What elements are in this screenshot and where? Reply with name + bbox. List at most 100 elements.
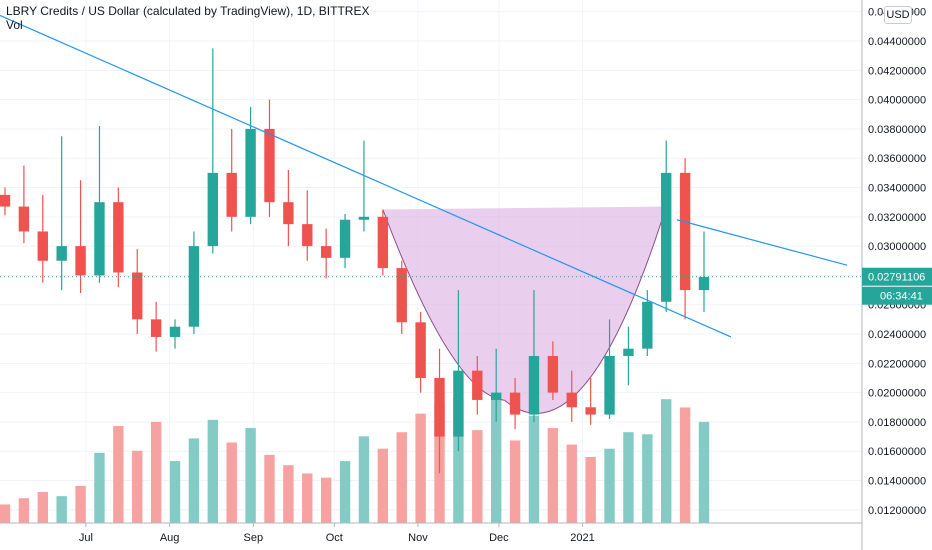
candle-body — [37, 231, 48, 261]
volume-bar — [94, 452, 105, 523]
y-tick-label: 0.04000000 — [868, 95, 926, 107]
chart-title: LBRY Credits / US Dollar (calculated by … — [6, 4, 370, 18]
x-tick-label: Dec — [489, 532, 509, 544]
trendline — [676, 219, 848, 266]
volume-bar — [642, 434, 653, 523]
candle-body — [434, 377, 445, 437]
candle-body — [698, 276, 710, 291]
volume-bar — [150, 421, 162, 523]
trendline — [0, 14, 732, 338]
volume-bar — [75, 485, 86, 523]
countdown-label: 06:34:41 — [880, 291, 923, 303]
volume-bar — [0, 504, 11, 523]
candle-body — [566, 392, 577, 408]
y-tick-label: 0.03600000 — [868, 153, 926, 165]
volume-bar — [585, 456, 596, 523]
candle-body — [679, 172, 691, 291]
candle-body — [339, 219, 351, 258]
cup-fill — [382, 206, 667, 414]
volume-bar — [37, 492, 48, 523]
candle-body — [604, 355, 615, 415]
volume-bar — [283, 465, 294, 523]
volume-bar — [472, 430, 483, 523]
volume-bar — [453, 397, 464, 523]
candle-body — [245, 128, 256, 217]
volume-bar — [320, 477, 332, 523]
candle-body — [396, 268, 407, 323]
candle-body — [264, 128, 275, 203]
candle-body — [302, 224, 313, 247]
volume-bar — [528, 415, 540, 523]
candle-body — [585, 407, 596, 415]
price-tags: 0.02791106 06:34:41 — [0, 267, 932, 305]
y-tick-label: 0.03000000 — [868, 241, 926, 253]
cup-pattern[interactable] — [382, 206, 667, 414]
y-tick-label: 0.03800000 — [868, 124, 926, 136]
candle-body — [661, 172, 672, 302]
volume-bar — [661, 399, 672, 523]
candle-body — [0, 194, 11, 207]
volume-bar — [226, 442, 237, 523]
volume-bar — [113, 426, 124, 523]
volume-bar — [207, 419, 219, 523]
volume-bars — [0, 393, 710, 523]
y-tick-label: 0.01400000 — [868, 476, 926, 488]
volume-bar — [509, 440, 521, 523]
x-tick-label: 2021 — [570, 532, 594, 544]
volume-bar — [396, 432, 407, 523]
volume-bar — [415, 413, 426, 523]
candle-body — [188, 246, 200, 327]
candle-body — [94, 202, 105, 276]
volume-bar — [302, 473, 313, 523]
volume-bar — [358, 436, 370, 523]
candle-body — [169, 326, 181, 337]
y-tick-label: 0.03200000 — [868, 212, 926, 224]
y-tick-label: 0.02200000 — [868, 358, 926, 370]
x-tick-label: Sep — [244, 532, 264, 544]
currency-button[interactable]: USD — [884, 6, 912, 24]
candle-body — [132, 272, 143, 320]
candle-body — [415, 322, 426, 378]
candle-body — [283, 202, 294, 225]
volume-bar — [132, 450, 143, 523]
candle-body — [453, 370, 464, 437]
volume-bar — [623, 432, 634, 523]
x-tick-label: Jul — [79, 532, 93, 544]
x-tick-label: Nov — [408, 532, 428, 544]
y-tick-label: 0.04400000 — [868, 36, 926, 48]
volume-bar — [490, 393, 502, 523]
cup-outline — [382, 206, 667, 414]
candle-body — [75, 246, 86, 276]
candle-body — [509, 392, 521, 415]
x-tick-label: Oct — [326, 532, 343, 544]
volume-bar — [245, 428, 256, 523]
y-tick-label: 0.04200000 — [868, 65, 926, 77]
volume-bar — [377, 448, 389, 523]
volume-bar — [547, 428, 559, 523]
y-tick-label: 0.01200000 — [868, 505, 926, 517]
candle-body — [207, 172, 219, 247]
volume-bar — [679, 407, 691, 523]
volume-bar — [604, 448, 615, 523]
candle-body — [320, 246, 332, 258]
volume-bar — [18, 498, 30, 523]
candle-body — [642, 301, 653, 349]
candle-body — [472, 370, 483, 400]
candle-body — [623, 348, 634, 356]
volume-bar — [339, 461, 351, 523]
last-price-label: 0.02791106 — [868, 272, 925, 284]
trendlines[interactable] — [0, 12, 848, 338]
candle-body — [377, 216, 389, 269]
candle-body — [490, 392, 502, 400]
y-tick-label: 0.02000000 — [868, 388, 926, 400]
volume-label: Vol — [6, 18, 23, 32]
volume-bar — [188, 438, 200, 523]
candles — [0, 48, 710, 474]
volume-bar — [169, 461, 181, 523]
candle-body — [18, 206, 30, 232]
x-tick-label: Aug — [160, 532, 180, 544]
y-tick-label: 0.02400000 — [868, 329, 926, 341]
candle-body — [226, 172, 237, 217]
countdown-tag — [862, 286, 932, 305]
